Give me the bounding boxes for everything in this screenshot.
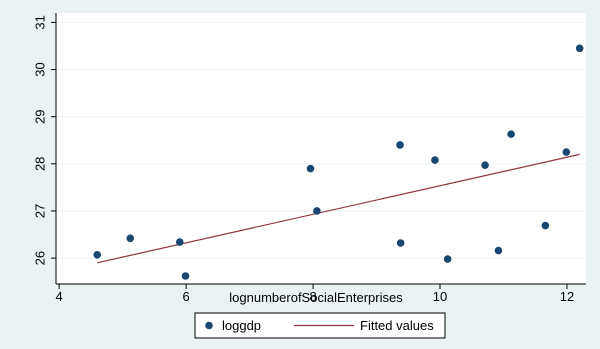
data-point [562,148,571,156]
grid-lines [56,21,586,259]
data-point [481,161,489,170]
data-point [306,164,315,173]
data-point [396,141,404,149]
y-tick-label: 31 [33,15,48,29]
data-points [93,44,584,280]
data-point [126,234,135,243]
plot-area [56,13,586,284]
data-point [396,239,405,247]
data-point [431,156,439,164]
x-tick-label: 12 [560,289,574,304]
data-point [181,272,190,280]
x-axis-title: lognumberofSocialEnterprises [229,290,403,305]
y-tick-label: 28 [33,157,48,171]
x-axis-ticks: 4 6 8 10 12 [56,284,574,304]
y-tick-label: 27 [33,204,48,218]
data-point [313,207,321,215]
x-tick-label: 4 [56,289,63,304]
data-point [93,250,102,259]
y-tick-label: 26 [33,251,48,265]
data-point [541,221,550,230]
y-axis-ticks: 26 27 28 29 30 31 [33,15,56,265]
data-point [175,238,184,246]
data-point [575,44,584,53]
legend-label-loggdp: loggdp [222,318,261,333]
x-tick-label: 6 [183,289,190,304]
data-point [443,255,452,263]
data-point [507,130,515,138]
legend-label-fitted: Fitted values [360,318,434,333]
legend: loggdp Fitted values [194,312,446,339]
y-tick-label: 29 [33,109,48,123]
legend-marker-loggdp [205,321,213,330]
x-tick-label: 8 [309,289,316,304]
y-tick-label: 30 [33,62,48,76]
x-tick-label: 10 [433,289,447,304]
data-point [494,246,503,255]
